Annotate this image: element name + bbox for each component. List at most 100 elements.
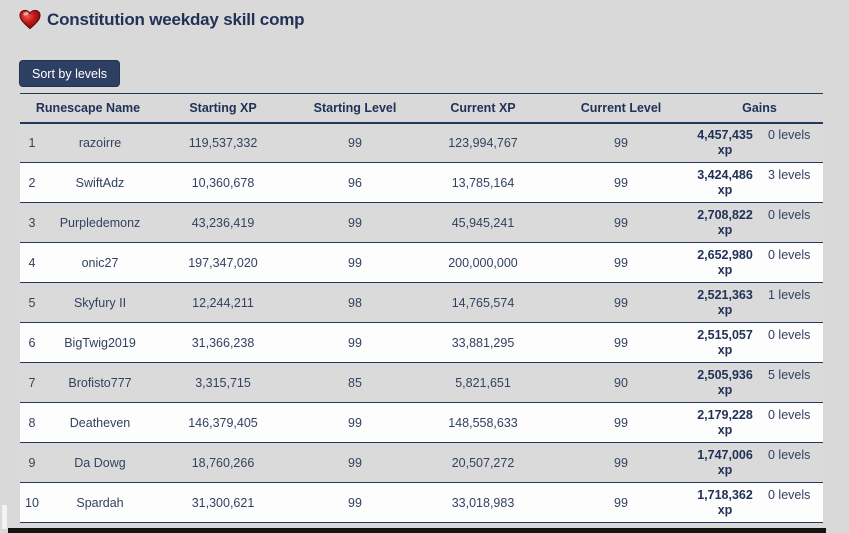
constitution-heart-icon bbox=[19, 9, 41, 30]
current-xp-cell: 13,785,164 bbox=[420, 162, 546, 203]
rank-cell: 3 bbox=[20, 202, 44, 243]
gains-cell: 2,652,980 xp 0 levels bbox=[696, 242, 823, 283]
column-header-runescape-name: Runescape Name bbox=[20, 93, 156, 124]
table-row: 9 Da Dowg 18,760,266 99 20,507,272 99 1,… bbox=[20, 442, 823, 483]
current-xp-cell: 5,821,651 bbox=[420, 362, 546, 403]
starting-xp-cell: 10,360,678 bbox=[156, 162, 290, 203]
gains-xp-number: 1,718,362 bbox=[697, 487, 753, 502]
gains-xp-unit: xp bbox=[717, 462, 733, 477]
rank-cell: 7 bbox=[20, 362, 44, 403]
gains-levels: 0 levels bbox=[768, 487, 811, 502]
current-xp-cell: 20,507,272 bbox=[420, 442, 546, 483]
gains-xp-value: 1,747,006 xp bbox=[696, 448, 754, 478]
rank-cell: 2 bbox=[20, 162, 44, 203]
current-xp-cell: 148,558,633 bbox=[420, 402, 546, 443]
starting-xp-cell: 3,315,715 bbox=[156, 362, 290, 403]
starting-level-cell: 99 bbox=[290, 242, 420, 283]
table-header: Runescape Name Starting XP Starting Leve… bbox=[20, 93, 823, 124]
rank-cell: 4 bbox=[20, 242, 44, 283]
name-cell: Purpledemonz bbox=[44, 202, 156, 243]
name-cell: BigTwig2019 bbox=[44, 322, 156, 363]
column-header-gains: Gains bbox=[696, 93, 823, 124]
rank-cell: 5 bbox=[20, 282, 44, 323]
current-level-cell: 99 bbox=[546, 442, 696, 483]
current-level-cell: 99 bbox=[546, 322, 696, 363]
gains-content: 3,424,486 xp 3 levels bbox=[696, 168, 823, 198]
current-xp-cell: 123,994,767 bbox=[420, 122, 546, 163]
gains-xp-value: 3,424,486 xp bbox=[696, 168, 754, 198]
gains-cell: 2,505,936 xp 5 levels bbox=[696, 362, 823, 403]
name-cell: razoirre bbox=[44, 122, 156, 163]
starting-xp-cell: 43,236,419 bbox=[156, 202, 290, 243]
gains-content: 1,718,362 xp 0 levels bbox=[696, 488, 823, 518]
table-body: 1 razoirre 119,537,332 99 123,994,767 99… bbox=[20, 122, 823, 523]
table-row: 4 onic27 197,347,020 99 200,000,000 99 2… bbox=[20, 242, 823, 283]
current-level-cell: 99 bbox=[546, 122, 696, 163]
name-cell: Skyfury II bbox=[44, 282, 156, 323]
page-header: Constitution weekday skill comp bbox=[19, 9, 305, 30]
gains-xp-value: 2,521,363 xp bbox=[696, 288, 754, 318]
gains-xp-number: 2,521,363 bbox=[697, 287, 753, 302]
starting-level-cell: 99 bbox=[290, 322, 420, 363]
current-xp-cell: 33,018,983 bbox=[420, 482, 546, 523]
starting-xp-cell: 31,366,238 bbox=[156, 322, 290, 363]
gains-levels: 0 levels bbox=[768, 247, 811, 262]
current-xp-cell: 200,000,000 bbox=[420, 242, 546, 283]
gains-xp-value: 1,718,362 xp bbox=[696, 488, 754, 518]
gains-levels: 0 levels bbox=[768, 207, 811, 222]
gains-xp-number: 2,708,822 bbox=[697, 207, 753, 222]
starting-level-cell: 98 bbox=[290, 282, 420, 323]
name-cell: SwiftAdz bbox=[44, 162, 156, 203]
gains-cell: 4,457,435 xp 0 levels bbox=[696, 122, 823, 163]
starting-xp-cell: 197,347,020 bbox=[156, 242, 290, 283]
gains-xp-unit: xp bbox=[717, 502, 733, 517]
window-bottom-bar bbox=[8, 528, 826, 533]
table-row: 6 BigTwig2019 31,366,238 99 33,881,295 9… bbox=[20, 322, 823, 363]
starting-level-cell: 99 bbox=[290, 482, 420, 523]
current-xp-cell: 45,945,241 bbox=[420, 202, 546, 243]
table-row: 3 Purpledemonz 43,236,419 99 45,945,241 … bbox=[20, 202, 823, 243]
gains-levels: 0 levels bbox=[768, 128, 811, 142]
sort-by-levels-button[interactable]: Sort by levels bbox=[19, 60, 121, 87]
gains-content: 4,457,435 xp 0 levels bbox=[696, 128, 823, 158]
gains-cell: 1,718,362 xp 0 levels bbox=[696, 482, 823, 523]
gains-xp-value: 2,179,228 xp bbox=[696, 408, 754, 438]
table-row: 8 Deatheven 146,379,405 99 148,558,633 9… bbox=[20, 402, 823, 443]
current-level-cell: 99 bbox=[546, 202, 696, 243]
gains-cell: 1,747,006 xp 0 levels bbox=[696, 442, 823, 483]
gains-xp-value: 4,457,435 xp bbox=[696, 128, 754, 158]
starting-xp-cell: 146,379,405 bbox=[156, 402, 290, 443]
gains-xp-unit: xp bbox=[717, 382, 733, 397]
gains-cell: 3,424,486 xp 3 levels bbox=[696, 162, 823, 203]
left-edge-artifact bbox=[2, 505, 7, 529]
starting-level-cell: 99 bbox=[290, 402, 420, 443]
rank-cell: 8 bbox=[20, 402, 44, 443]
name-cell: Brofisto777 bbox=[44, 362, 156, 403]
gains-xp-number: 2,515,057 bbox=[697, 327, 753, 342]
gains-levels: 5 levels bbox=[768, 367, 811, 382]
starting-level-cell: 96 bbox=[290, 162, 420, 203]
starting-level-cell: 99 bbox=[290, 122, 420, 163]
gains-xp-value: 2,652,980 xp bbox=[696, 248, 754, 278]
page-title: Constitution weekday skill comp bbox=[47, 9, 305, 29]
gains-xp-unit: xp bbox=[717, 342, 733, 357]
gains-cell: 2,515,057 xp 0 levels bbox=[696, 322, 823, 363]
column-header-starting-xp: Starting XP bbox=[156, 93, 290, 124]
gains-content: 2,521,363 xp 1 levels bbox=[696, 288, 823, 318]
current-level-cell: 99 bbox=[546, 402, 696, 443]
starting-xp-cell: 31,300,621 bbox=[156, 482, 290, 523]
table-row: 1 razoirre 119,537,332 99 123,994,767 99… bbox=[20, 122, 823, 163]
current-level-cell: 99 bbox=[546, 162, 696, 203]
gains-content: 2,708,822 xp 0 levels bbox=[696, 208, 823, 238]
rank-cell: 10 bbox=[20, 482, 44, 523]
gains-levels: 1 levels bbox=[768, 287, 811, 302]
gains-xp-number: 4,457,435 bbox=[697, 128, 753, 142]
starting-xp-cell: 119,537,332 bbox=[156, 122, 290, 163]
current-level-cell: 99 bbox=[546, 242, 696, 283]
rank-cell: 9 bbox=[20, 442, 44, 483]
column-header-current-xp: Current XP bbox=[420, 93, 546, 124]
starting-xp-cell: 12,244,211 bbox=[156, 282, 290, 323]
table-header-row: Runescape Name Starting XP Starting Leve… bbox=[20, 93, 823, 124]
gains-content: 2,515,057 xp 0 levels bbox=[696, 328, 823, 358]
gains-xp-number: 2,179,228 bbox=[697, 407, 753, 422]
